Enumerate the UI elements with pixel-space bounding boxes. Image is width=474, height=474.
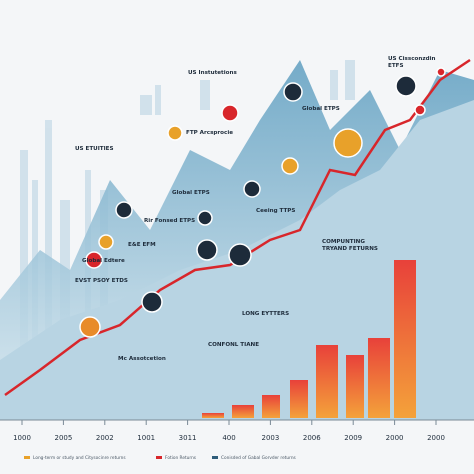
callout-title: COMPUNTING — [322, 239, 365, 245]
callout-title: US Cissconzdin — [388, 56, 436, 62]
callout-title: Global ETPS — [302, 106, 340, 112]
callout-title: Global ETPS — [172, 190, 210, 196]
x-label: 1001 — [137, 434, 155, 442]
callout-title: TRYAND FETURNS — [322, 246, 378, 252]
callout-title: EVST PSOY ETDS — [75, 278, 128, 284]
callout-title: Global Edtere — [82, 258, 125, 264]
callout-title: Ceeing TTPS — [256, 208, 295, 214]
callout-title: Mc Assotcetion — [118, 356, 166, 362]
callout-title: ETFS — [388, 63, 404, 69]
x-label: 2000 — [427, 434, 445, 442]
callout-title: LONG EYTTERS — [242, 311, 289, 317]
x-label: 2005 — [54, 434, 72, 442]
x-label: 1000 — [13, 434, 31, 442]
x-label: 2003 — [261, 434, 279, 442]
legend-swatch — [156, 456, 162, 459]
callout-title: E&E EFM — [128, 242, 156, 248]
callout-title: US Instutetions — [188, 70, 237, 76]
callouts: US Instutetions US Cissconzdin ETFS US E… — [75, 56, 436, 362]
x-label: 2009 — [344, 434, 362, 442]
callout-title: Rir Fonsed ETPS — [144, 218, 195, 224]
callout-title: US ETUITIES — [75, 146, 114, 152]
legend-swatch — [212, 456, 218, 459]
callout-title: FTP Arcsprocie — [186, 130, 233, 136]
x-label: 2006 — [303, 434, 321, 442]
legend-label: Conisded of Gabal Gorvder returns — [221, 455, 297, 461]
x-label: 3011 — [179, 434, 197, 442]
x-label: 2000 — [386, 434, 404, 442]
x-label: 400 — [222, 434, 235, 442]
x-label: 2002 — [96, 434, 114, 442]
legend-swatch — [24, 456, 30, 459]
callout-title: CONFONL TIANE — [208, 342, 259, 348]
icons — [79, 67, 446, 338]
bars — [202, 260, 416, 418]
legend-label: Long-term or study and Citysocinre retur… — [33, 455, 126, 461]
legend-label: Fotion Returns — [165, 455, 197, 461]
